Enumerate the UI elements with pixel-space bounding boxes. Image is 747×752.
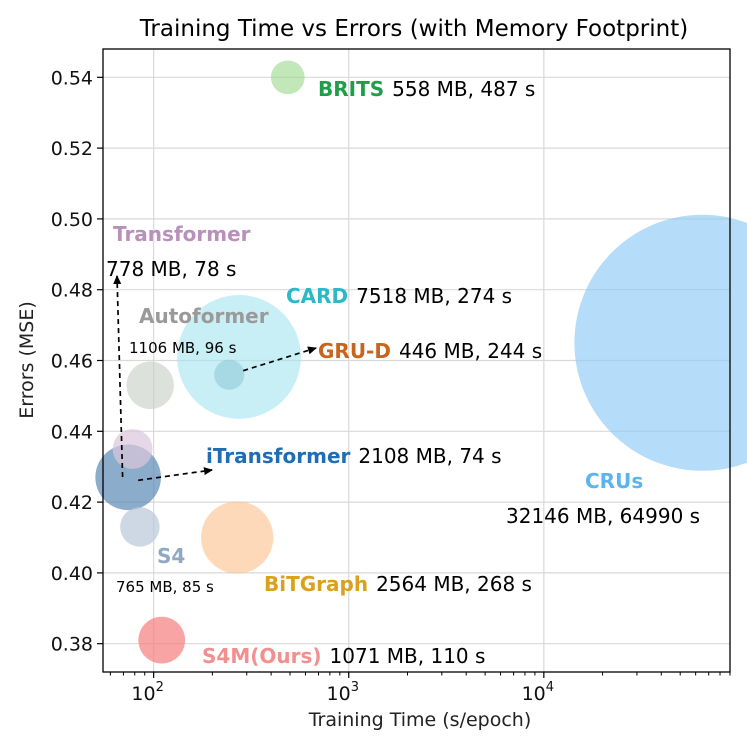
label-bitgraph-name: BiTGraph [264,572,368,596]
y-tick-label: 0.54 [51,67,93,89]
bubble-crus [574,214,747,471]
label-brits-name: BRITS [318,77,384,101]
label-transformer-info: 778 MB, 78 s [106,257,236,281]
y-tick-label: 0.48 [51,280,93,302]
arrow-transformer [113,275,124,478]
bubble-bitgraph [201,501,274,574]
bubble-autoformer [126,361,174,410]
label-itransformer-name: iTransformer [206,444,351,468]
bubbles [95,60,747,664]
label-crus-info: 32146 MB, 64990 s [506,504,700,528]
grid [103,49,730,672]
bubble-card [177,295,301,419]
y-tick-label: 0.42 [51,492,93,514]
bubble-brits [270,60,305,95]
bubble-gru-d [214,359,245,390]
y-tick-label: 0.40 [51,563,93,585]
label-autoformer-info: 1106 MB, 96 s [129,339,237,357]
label-gru-d-name: GRU-D [318,339,391,363]
bubble-transformer [112,429,153,469]
label-s4m-ours-name: S4M(Ours) [202,644,322,668]
label-s4m-ours-info: 1071 MB, 110 s [330,644,486,668]
bubble-s4m-ours [138,616,186,664]
label-card-info: 7518 MB, 274 s [356,284,512,308]
label-s4-name: S4 [157,544,185,568]
arrow-itransformer [138,467,213,482]
y-tick-label: 0.46 [51,351,93,373]
ticks: 0.38 0.40 0.42 0.44 0.46 0.48 0.50 0.52 0.54 102 1… [51,67,731,705]
x-tick-label: 103 [327,680,359,705]
x-tick-label: 102 [131,680,163,705]
y-tick-label: 0.50 [51,209,93,231]
arrow-gru-d [242,346,317,372]
x-tick-label: 104 [522,680,554,705]
x-axis-label: Training Time (s/epoch) [308,709,532,731]
y-tick-label: 0.44 [51,421,93,443]
y-axis-label: Errors (MSE) [16,301,38,419]
label-crus-name: CRUs [585,469,643,493]
bubble-s4 [120,507,160,547]
label-itransformer-info: 2108 MB, 74 s [358,444,501,468]
label-bitgraph-info: 2564 MB, 268 s [376,572,532,596]
annotation-arrows [113,275,317,482]
chart-title: Training Time vs Errors (with Memory Foo… [139,16,688,42]
point-labels: CRUs 32146 MB, 64990 s CARD 7518 MB, 274 s B… [106,77,700,668]
y-tick-label: 0.38 [51,634,93,656]
y-tick-label: 0.52 [51,138,93,160]
label-autoformer-name: Autoformer [139,304,269,328]
label-transformer-name: Transformer [113,222,251,246]
label-gru-d-info: 446 MB, 244 s [399,339,542,363]
label-brits-info: 558 MB, 487 s [392,77,535,101]
label-s4-info: 765 MB, 85 s [116,578,214,596]
label-card-name: CARD [286,284,348,308]
